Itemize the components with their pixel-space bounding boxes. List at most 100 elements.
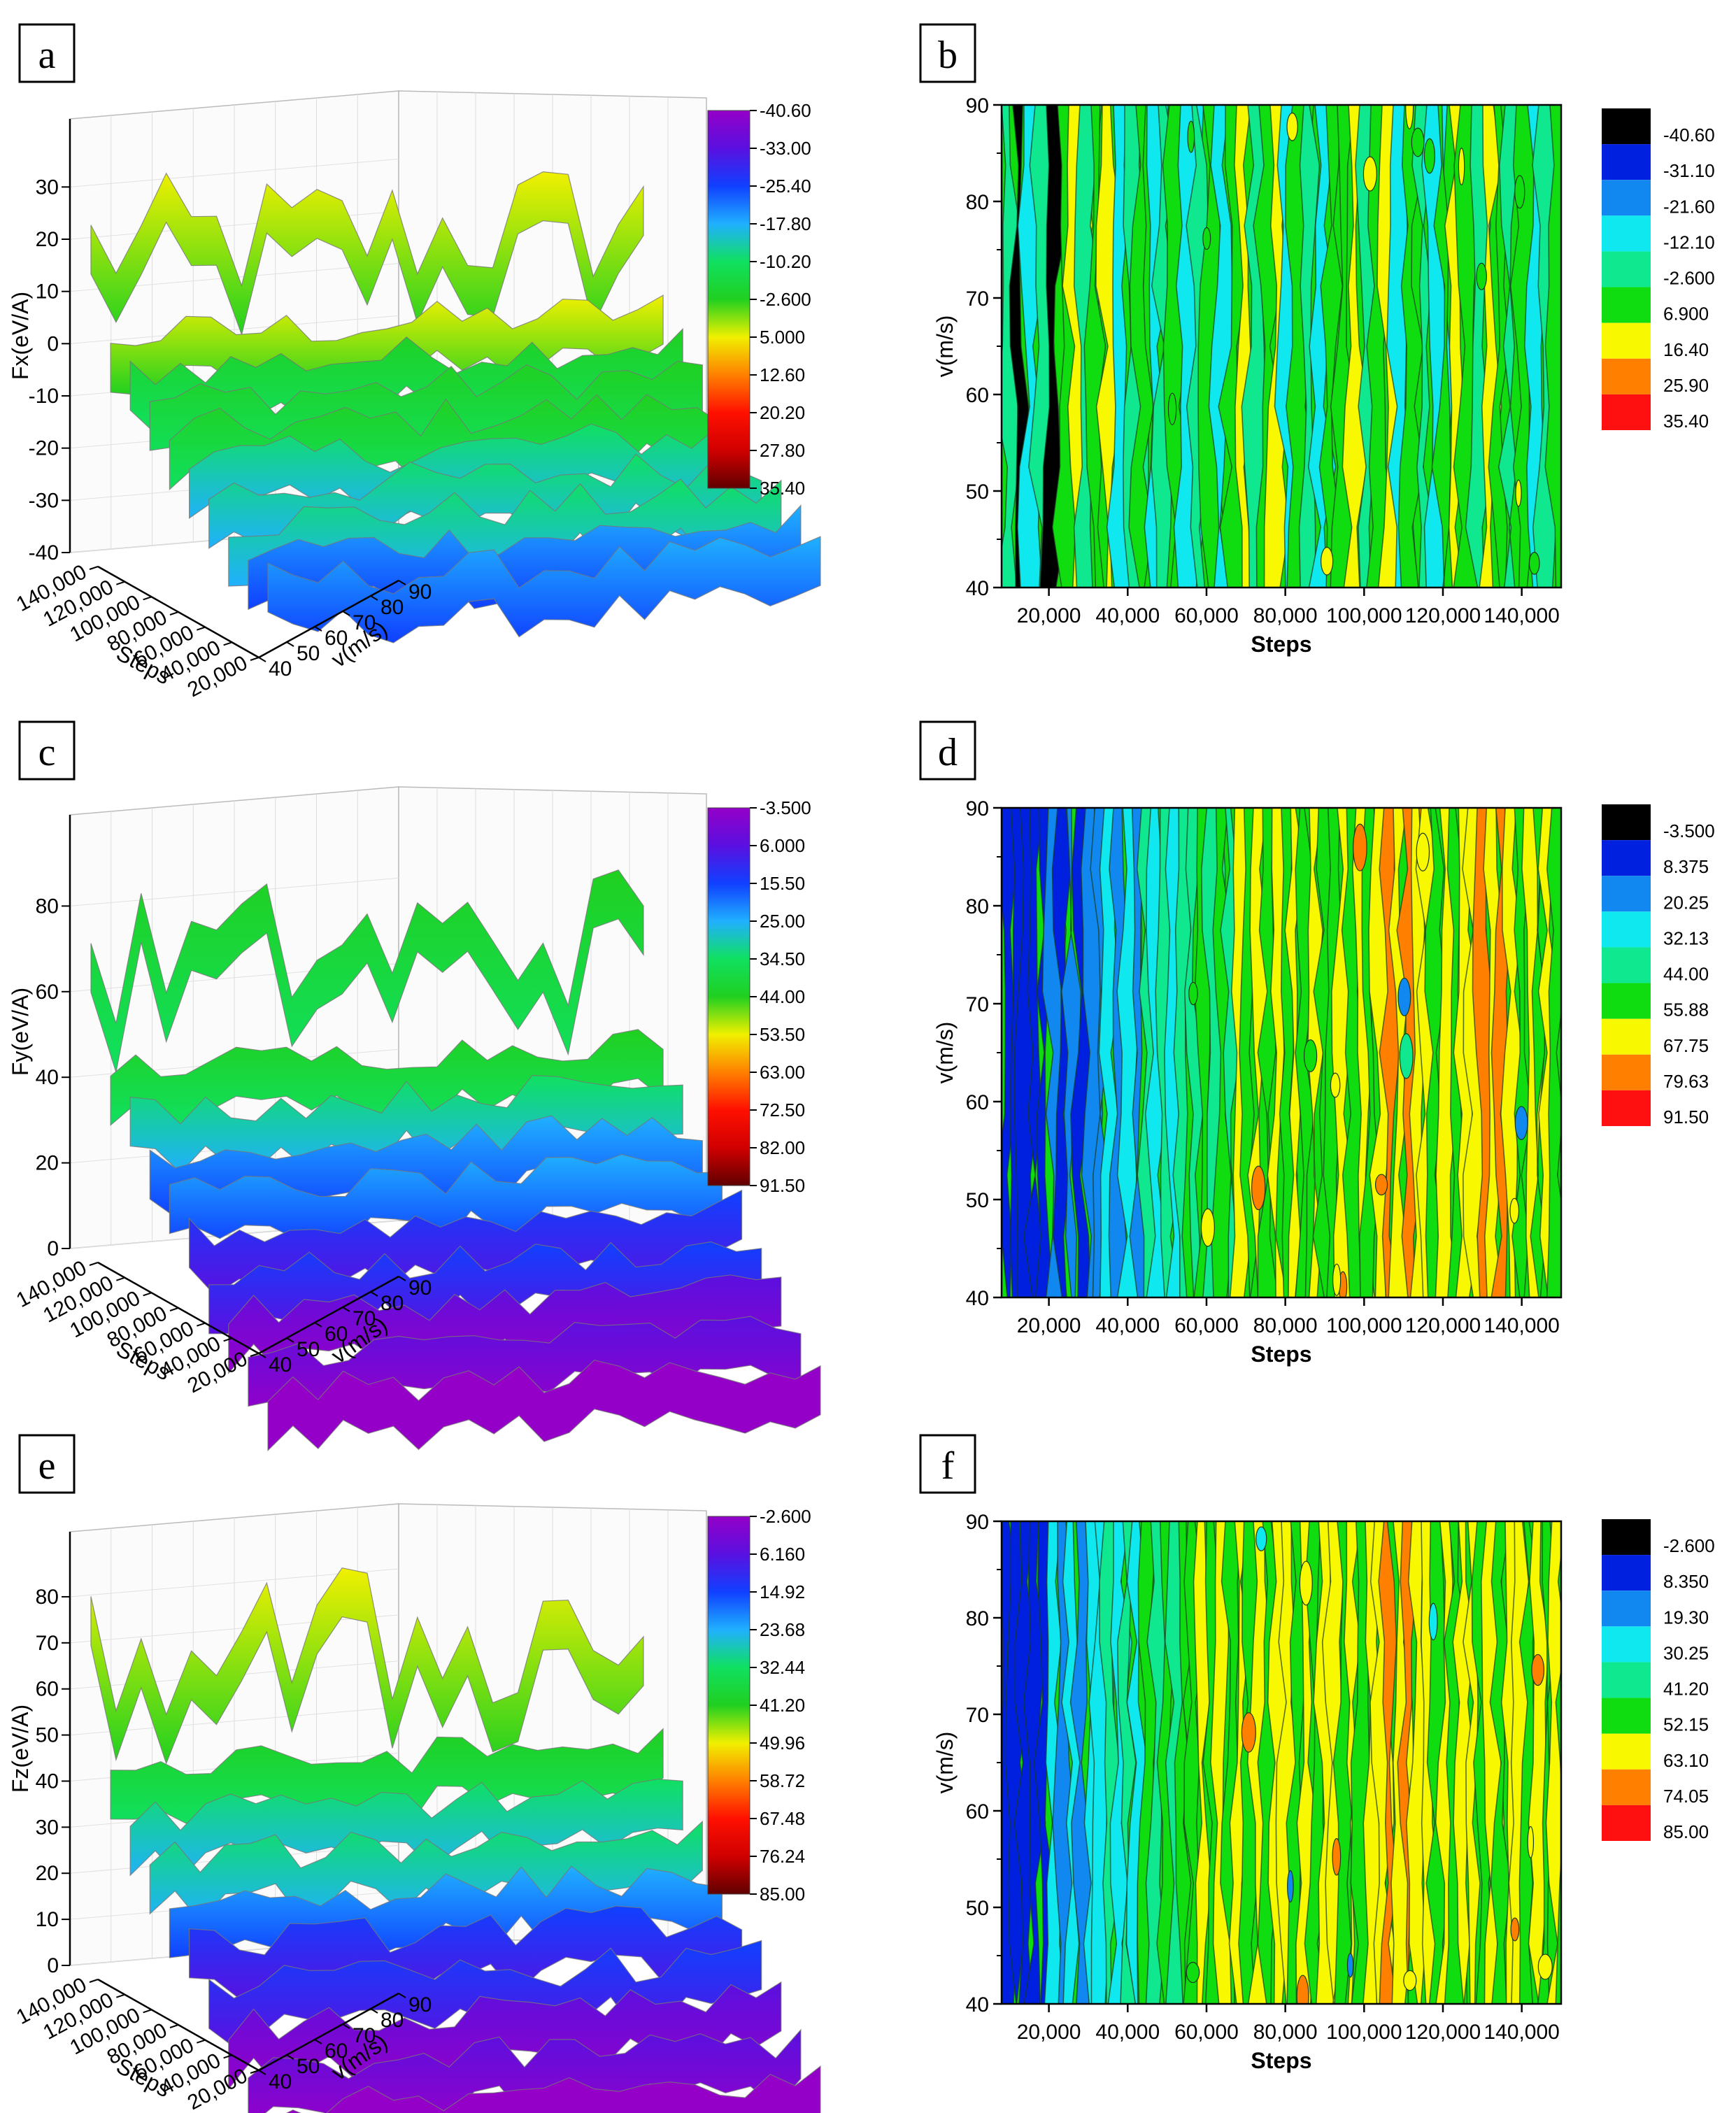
panel-d-colorbar-label: 55.88 <box>1663 999 1709 1020</box>
x-tick-label: 120,000 <box>1405 604 1481 627</box>
contour-region <box>1544 105 1561 588</box>
panel-b-colorbar-block <box>1602 108 1651 145</box>
panel-b-colorbar: -40.60 -31.10 -21.60 -12.10 -2.600 6.900 16.40… <box>1602 108 1715 432</box>
panel-c-colorbar-label: 44.00 <box>760 986 805 1007</box>
panel-label-text: d <box>938 731 958 774</box>
panel-c-colorbar: -3.500 6.000 15.50 25.00 34.50 44.00 53.50 63.0… <box>707 797 811 1196</box>
panel-f-colorbar-label: 41.20 <box>1663 1679 1709 1700</box>
surface-strip <box>90 1567 644 1765</box>
contour-island <box>1255 1526 1267 1551</box>
panel-b-colorbar-block <box>1602 144 1651 180</box>
panel-e-colorbar-label: 85.00 <box>760 1884 805 1905</box>
panel-label-box <box>919 720 976 781</box>
v-tick-label: 60 <box>325 627 348 650</box>
y-tick-label: 80 <box>966 895 989 918</box>
panel-f-colorbar-block <box>1602 1626 1651 1663</box>
x-tick-label: 120,000 <box>1405 2021 1481 2044</box>
contour-region <box>1098 808 1123 1297</box>
panel-d-colorbar-label: 44.00 <box>1663 964 1709 985</box>
panel-label-b: b <box>919 23 976 83</box>
panel-f-colorbar-block <box>1602 1555 1651 1591</box>
x-axis-label: Steps <box>1251 1342 1311 1367</box>
y-tick-label: 80 <box>966 191 989 214</box>
y-axis-label: v(m/s) <box>932 1732 958 1794</box>
v-tick-label: 50 <box>297 642 320 665</box>
contour-island <box>1186 1961 1200 1984</box>
contour-region <box>1342 105 1369 588</box>
contour-island <box>1330 1072 1341 1098</box>
y-tick-label: 90 <box>966 94 989 118</box>
z-tick-label: 20 <box>36 1862 59 1885</box>
panel-label-box <box>919 1434 976 1494</box>
contour-island <box>1200 1208 1215 1247</box>
contour-region <box>1511 808 1532 1297</box>
z-tick-label: 10 <box>36 1908 59 1931</box>
contour-island <box>1332 1263 1342 1296</box>
steps-tick <box>223 2054 232 2059</box>
surface <box>90 1567 821 2113</box>
steps-tick <box>116 1276 125 1281</box>
steps-tick <box>169 611 179 616</box>
panel-f-colorbar-label: 19.30 <box>1663 1607 1709 1628</box>
panel-label-text: f <box>941 1444 955 1488</box>
contour-region <box>1545 1521 1561 2004</box>
z-tick-label: 20 <box>36 228 59 251</box>
panel-b-colorbar-label: 6.900 <box>1663 304 1709 325</box>
y-tick-label: 40 <box>966 577 989 600</box>
panel-b-contour: 90 80 70 60 50 40 20,000 40,000 60,000 80,000 100,… <box>932 94 1563 657</box>
v-tick-label: 60 <box>325 1323 348 1346</box>
z-tick-label: 30 <box>36 1816 59 1839</box>
contour-region <box>1128 105 1155 588</box>
panel-d-colorbar-block <box>1602 911 1651 948</box>
contour-island <box>1514 1106 1528 1140</box>
panel-e-colorbar-label: 32.44 <box>760 1657 805 1678</box>
x-tick-label: 20,000 <box>1017 604 1081 627</box>
y-tick-label: 90 <box>966 797 989 820</box>
contour-island <box>1397 977 1411 1016</box>
steps-tick <box>89 1979 99 1983</box>
panel-a-colorbar-label: 20.20 <box>760 402 805 423</box>
v-tick <box>370 595 378 601</box>
panel-label-box <box>18 1434 76 1494</box>
x-tick-label: 140,000 <box>1484 2021 1559 2044</box>
z-grid-line <box>69 158 399 187</box>
x-axis-label: Steps <box>1251 2048 1311 2073</box>
panel-a-colorbar-label: -10.20 <box>760 251 811 272</box>
v-tick-label: 80 <box>380 1292 404 1315</box>
panel-a-colorbar-label: -17.80 <box>760 213 811 234</box>
panel-f-colorbar-block <box>1602 1733 1651 1770</box>
panel-a-colorbar-label: 5.000 <box>760 327 805 348</box>
v-tick <box>342 1307 350 1312</box>
panel-a-colorbar-label: -40.60 <box>760 100 811 121</box>
panel-d-colorbar-block <box>1602 804 1651 841</box>
z-tick-label: -20 <box>29 437 59 460</box>
contour-region <box>1411 105 1435 588</box>
x-tick-label: 60,000 <box>1174 1314 1239 1337</box>
y-tick-label: 90 <box>966 1511 989 1534</box>
y-tick-label: 50 <box>966 1897 989 1920</box>
panel-f-colorbar-block <box>1602 1519 1651 1556</box>
x-tick-label: 20,000 <box>1017 1314 1081 1337</box>
panel-e-colorbar: -2.600 6.160 14.92 23.68 32.44 41.20 49.96 58.7… <box>707 1506 811 1905</box>
contour-island <box>1403 1970 1417 1991</box>
x-tick-label: 100,000 <box>1326 2021 1402 2044</box>
y-tick-label: 50 <box>966 481 989 504</box>
panel-f-contour: 90 80 70 60 50 40 20,000 40,000 60,000 80,000 100,… <box>932 1511 1563 2073</box>
panel-c-colorbar-label: 91.50 <box>760 1175 805 1196</box>
y-tick-label: 70 <box>966 287 989 311</box>
z-tick-label: -40 <box>29 541 59 564</box>
z-tick-label: 40 <box>36 1770 59 1793</box>
contour-island <box>1428 1602 1438 1641</box>
v-tick-label: 50 <box>297 2055 320 2078</box>
steps-tick <box>223 1337 232 1342</box>
x-tick-label: 140,000 <box>1484 1314 1559 1337</box>
panel-a-surface3d: -40-30-20-100102030Fx(eV/A)140,000120,00… <box>8 90 821 702</box>
contour-island <box>1296 1975 1309 2004</box>
v-tick-label: 90 <box>408 581 432 604</box>
x-tick-label: 60,000 <box>1174 604 1239 627</box>
contour-region <box>1546 808 1561 1297</box>
contour-island <box>1346 1953 1354 1978</box>
surface-strip <box>90 171 644 336</box>
v-tick-label: 40 <box>269 657 292 681</box>
